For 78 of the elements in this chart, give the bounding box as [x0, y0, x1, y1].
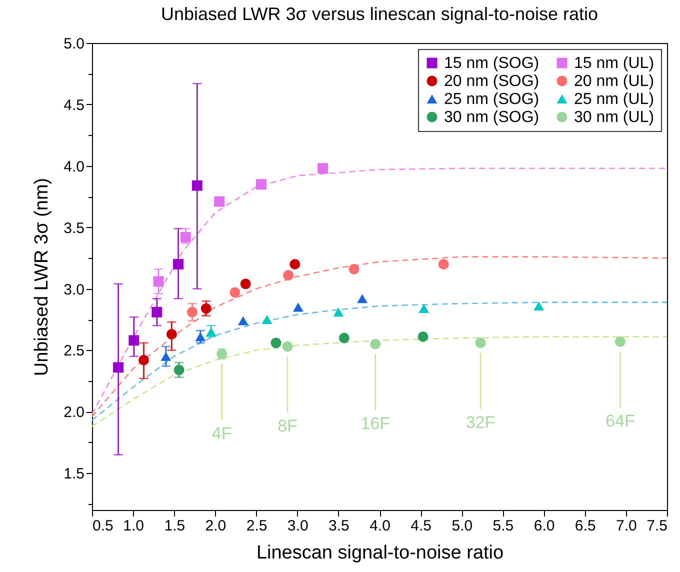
- annotation: 16F: [360, 414, 390, 434]
- legend-label: 15 nm (SOG): [444, 55, 540, 72]
- chart-title: Unbiased LWR 3σ versus linescan signal-to-noise ratio: [161, 4, 598, 24]
- point: [292, 302, 304, 312]
- point: [475, 338, 486, 348]
- annotation: 32F: [466, 412, 496, 432]
- point: [614, 336, 626, 347]
- x-tick-label: 7.5: [646, 518, 668, 534]
- x-tick-label: 4.5: [410, 518, 432, 534]
- y-axis-title: Unbiased LWR 3σ (nm): [32, 178, 53, 376]
- point: [166, 329, 177, 340]
- point: [534, 301, 544, 311]
- point: [186, 306, 198, 318]
- point: [348, 264, 360, 274]
- y-tick-label: 3.5: [64, 220, 84, 237]
- x-tick-label: 0.5: [92, 518, 114, 534]
- x-tick-label: 5.5: [492, 518, 514, 534]
- point: [240, 278, 251, 290]
- point: [174, 364, 184, 376]
- x-tick-label: 3.5: [328, 518, 350, 534]
- x-tick-label: 3.0: [287, 518, 308, 534]
- point: [418, 304, 430, 313]
- point: [153, 276, 164, 287]
- point: [113, 362, 124, 373]
- point: [318, 163, 328, 174]
- point: [152, 306, 162, 318]
- y-tick-label: 5.0: [64, 36, 84, 52]
- point: [357, 294, 368, 304]
- x-tick-label: 2.0: [205, 518, 226, 534]
- y-tick-label: 4.0: [64, 158, 84, 176]
- x-axis-title: Linescan signal-to-noise ratio: [256, 542, 504, 564]
- annotation: 4F: [212, 424, 232, 443]
- legend-label: 30 nm (UL): [574, 109, 654, 126]
- point: [262, 314, 272, 324]
- x-tick-label: 1.5: [164, 518, 186, 534]
- legend-label: 25 nm (SOG): [444, 91, 540, 108]
- legend-label: 20 nm (SOG): [444, 73, 540, 90]
- y-tick-label: 2.0: [64, 404, 84, 422]
- point: [256, 179, 266, 190]
- annotation: 64F: [606, 412, 635, 431]
- x-tick-label: 4.0: [370, 518, 390, 534]
- legend-label: 20 nm (UL): [574, 73, 654, 90]
- point: [128, 335, 140, 346]
- point: [160, 352, 172, 361]
- legend-label: 15 nm (UL): [574, 55, 654, 72]
- y-tick-label: 1.5: [64, 466, 84, 483]
- x-tick-label: 5.0: [452, 518, 473, 534]
- point: [270, 338, 282, 348]
- point: [283, 270, 294, 281]
- point: [192, 180, 202, 191]
- y-tick-label: 2.5: [64, 342, 84, 360]
- point: [206, 327, 216, 336]
- point: [195, 332, 206, 342]
- y-tick-label: 3.0: [64, 281, 84, 298]
- point: [282, 341, 293, 352]
- point: [333, 308, 344, 317]
- point: [438, 258, 449, 270]
- y-tick-label: 4.5: [64, 96, 84, 114]
- line-series: [92, 168, 667, 415]
- annotation: 8F: [278, 416, 298, 436]
- point: [138, 354, 149, 366]
- point: [230, 287, 240, 298]
- legend-label: 30 nm (SOG): [444, 109, 540, 126]
- point: [180, 232, 191, 242]
- legend-label: 25 nm (UL): [574, 91, 654, 108]
- point: [338, 332, 350, 344]
- point: [238, 316, 248, 326]
- x-tick-label: 2.5: [246, 518, 268, 534]
- point: [200, 303, 212, 314]
- point: [290, 258, 300, 270]
- x-tick-label: 6.0: [534, 518, 555, 534]
- point: [214, 196, 225, 207]
- x-tick-label: 7.0: [616, 518, 637, 534]
- x-tick-label: 6.5: [574, 518, 596, 534]
- point: [370, 338, 381, 350]
- x-tick-label: 1.0: [123, 518, 144, 534]
- point: [418, 331, 428, 342]
- point: [173, 258, 184, 270]
